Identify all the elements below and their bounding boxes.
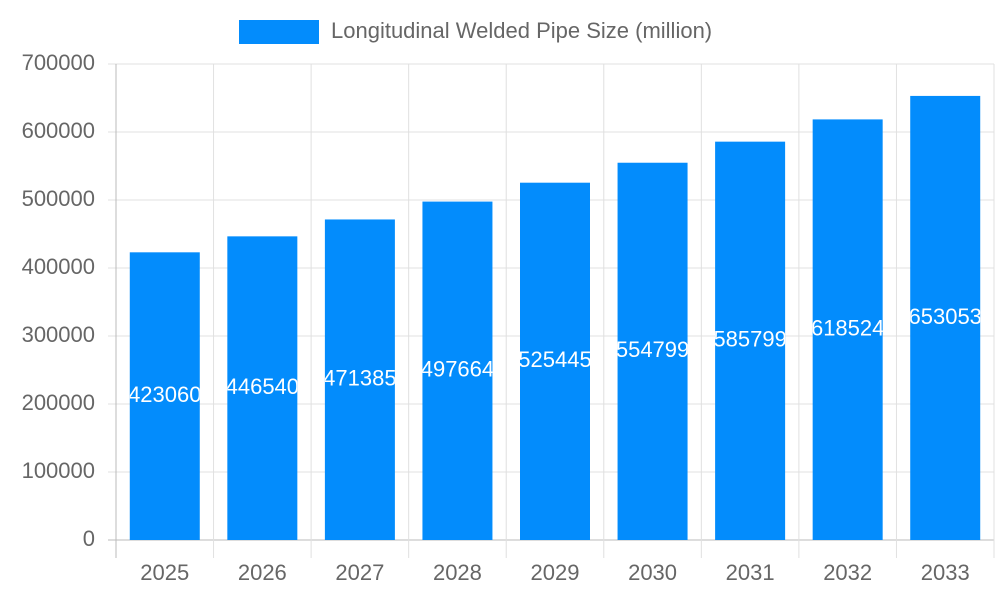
data-label: 653053 bbox=[909, 304, 982, 329]
bar bbox=[910, 95, 981, 541]
data-label: 446540 bbox=[226, 374, 299, 399]
y-tick-label: 400000 bbox=[22, 254, 95, 279]
bar bbox=[812, 119, 883, 540]
y-tick-label: 0 bbox=[83, 526, 95, 551]
data-label: 471385 bbox=[323, 366, 396, 391]
bar bbox=[129, 252, 200, 540]
x-tick-label: 2025 bbox=[140, 560, 189, 585]
bar bbox=[520, 182, 590, 541]
legend-label: Longitudinal Welded Pipe Size (million) bbox=[331, 18, 712, 43]
data-label: 585799 bbox=[713, 327, 786, 352]
y-tick-label: 600000 bbox=[22, 118, 95, 143]
x-tick-label: 2031 bbox=[726, 560, 775, 585]
y-tick-label: 300000 bbox=[22, 322, 95, 347]
data-label: 618524 bbox=[811, 316, 884, 341]
data-label: 423060 bbox=[128, 382, 201, 407]
x-tick-label: 2029 bbox=[531, 560, 580, 585]
bar bbox=[227, 236, 298, 541]
bar bbox=[422, 201, 493, 540]
x-tick-label: 2026 bbox=[238, 560, 287, 585]
x-tick-label: 2030 bbox=[628, 560, 677, 585]
y-tick-label: 200000 bbox=[22, 390, 95, 415]
bar bbox=[617, 162, 688, 540]
legend-swatch bbox=[239, 20, 319, 44]
y-tick-label: 500000 bbox=[22, 186, 95, 211]
x-tick-label: 2027 bbox=[335, 560, 384, 585]
data-label: 497664 bbox=[421, 357, 494, 382]
data-label: 554799 bbox=[616, 337, 689, 362]
x-tick-label: 2032 bbox=[823, 560, 872, 585]
bar bbox=[324, 219, 395, 541]
x-tick-label: 2033 bbox=[921, 560, 970, 585]
bar bbox=[715, 141, 786, 540]
x-tick-label: 2028 bbox=[433, 560, 482, 585]
y-tick-label: 700000 bbox=[22, 50, 95, 75]
data-label: 525445 bbox=[518, 347, 591, 372]
y-tick-label: 100000 bbox=[22, 458, 95, 483]
